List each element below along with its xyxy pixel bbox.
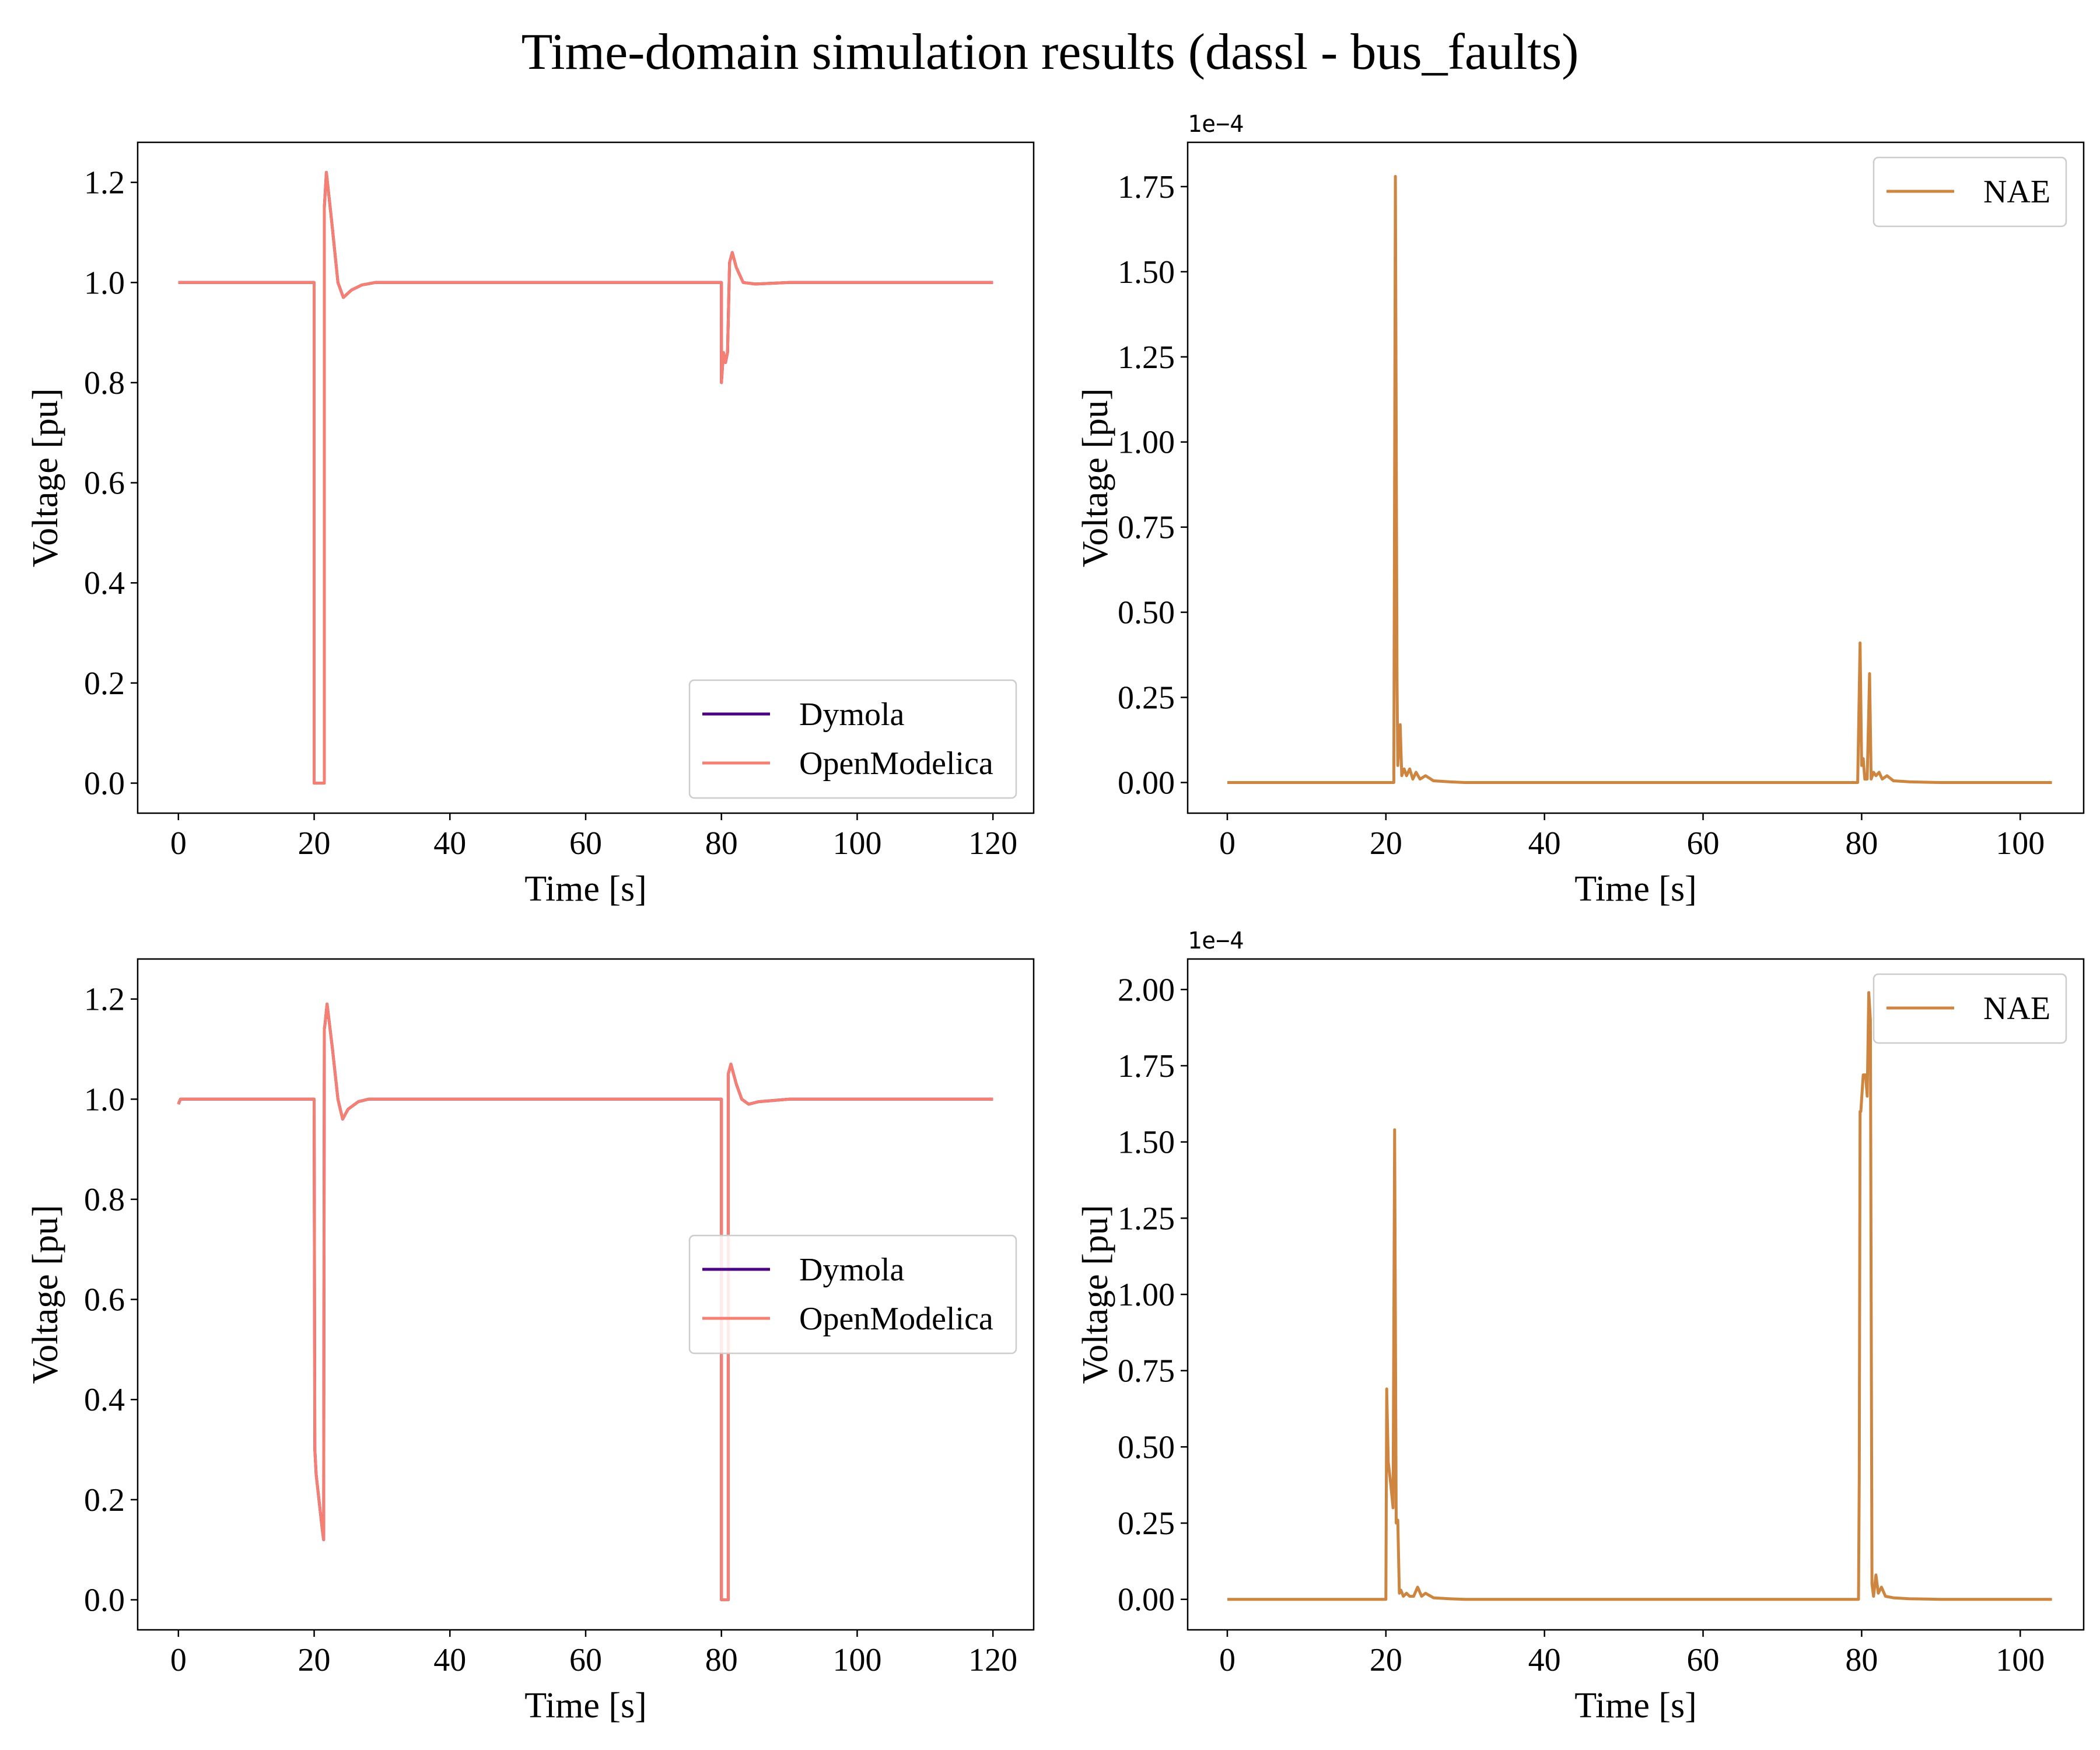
figure-title: Time-domain simulation results (dassl - … — [522, 24, 1579, 80]
axes-frame — [136, 141, 1035, 814]
y-offset-text: 1e−4 — [1188, 928, 1244, 954]
legend-box — [688, 679, 1017, 799]
y-tick-label: 0.6 — [84, 1282, 125, 1318]
y-tick-label: 1.75 — [1118, 169, 1175, 205]
y-tick-label: 1.25 — [1118, 1200, 1175, 1237]
legend-label-dymola: Dymola — [799, 1252, 905, 1288]
legend: NAE — [1873, 156, 2067, 228]
x-tick-label: 0 — [1219, 1642, 1236, 1678]
x-tick-label: 100 — [832, 825, 881, 862]
series-line-nae — [1227, 174, 2052, 784]
y-tick-label: 0.4 — [84, 565, 125, 601]
x-tick-label: 0 — [1219, 825, 1236, 862]
x-tick-label: 20 — [1370, 1642, 1402, 1678]
y-tick-label: 1.00 — [1118, 1277, 1175, 1313]
legend-label-dymola: Dymola — [799, 696, 905, 733]
y-tick-label: 1.2 — [84, 982, 125, 1018]
axes-frame — [1186, 958, 2085, 1631]
x-tick-label: 60 — [1687, 825, 1720, 862]
legend: NAE — [1873, 973, 2067, 1044]
x-tick-label: 80 — [705, 1642, 738, 1678]
x-tick-label: 40 — [1528, 1642, 1561, 1678]
y-tick-label: 0.8 — [84, 1182, 125, 1218]
x-tick-label: 100 — [1996, 1642, 2045, 1678]
series-line-nae — [1227, 991, 2052, 1601]
x-tick-label: 0 — [170, 1642, 187, 1678]
legend-box — [1873, 973, 2067, 1044]
x-tick-label: 80 — [1845, 825, 1878, 862]
y-tick-label: 1.0 — [84, 1082, 125, 1118]
y-tick-label: 0.6 — [84, 466, 125, 502]
y-tick-label: 0.75 — [1118, 510, 1175, 546]
legend: Dymola OpenModelica — [688, 1234, 1017, 1354]
subplot-3: 0 20 40 60 80 100 120 0.0 0.2 0.4 0.6 0.8 1.0 1.2 Time… — [26, 958, 1035, 1726]
x-axis-label: Time [s] — [524, 1686, 647, 1726]
y-tick-label: 2.00 — [1118, 972, 1175, 1008]
y-axis-label: Voltage [pu] — [1076, 388, 1115, 567]
x-tick-label: 40 — [433, 825, 466, 862]
x-tick-label: 40 — [433, 1642, 466, 1678]
y-axis-label: Voltage [pu] — [1076, 1205, 1115, 1384]
series-line-openmodelica — [177, 1002, 993, 1601]
x-tick-label: 40 — [1528, 825, 1561, 862]
y-tick-label: 1.00 — [1118, 425, 1175, 461]
y-tick-label: 1.50 — [1118, 254, 1175, 290]
y-axis-label: Voltage [pu] — [26, 388, 65, 567]
y-tick-label: 1.25 — [1118, 340, 1175, 376]
y-tick-label: 0.00 — [1118, 1582, 1175, 1618]
x-tick-label: 100 — [1996, 825, 2045, 862]
subplot-1: 0 20 40 60 80 100 120 0.0 0.2 0.4 0.6 0.8 1.0 1.2 Time… — [26, 141, 1035, 909]
legend-label-openmodelica: OpenModelica — [799, 1301, 993, 1337]
x-tick-label: 60 — [569, 1642, 602, 1678]
series-line-openmodelica — [178, 171, 993, 785]
x-axis-label: Time [s] — [524, 869, 647, 909]
x-tick-label: 80 — [705, 825, 738, 862]
x-axis-label: Time [s] — [1574, 869, 1697, 909]
y-offset-text: 1e−4 — [1188, 111, 1244, 138]
x-tick-label: 20 — [298, 1642, 331, 1678]
y-tick-label: 0.25 — [1118, 680, 1175, 716]
y-tick-label: 1.50 — [1118, 1125, 1175, 1161]
x-axis-label: Time [s] — [1574, 1686, 1697, 1726]
y-tick-label: 0.50 — [1118, 595, 1175, 631]
y-tick-label: 0.50 — [1118, 1429, 1175, 1465]
y-tick-label: 0.0 — [84, 766, 125, 802]
legend-box — [1873, 156, 2067, 228]
legend-label-nae: NAE — [1983, 991, 2050, 1027]
x-tick-label: 100 — [832, 1642, 881, 1678]
x-tick-label: 60 — [569, 825, 602, 862]
legend-label-openmodelica: OpenModelica — [799, 746, 993, 782]
y-tick-label: 1.75 — [1118, 1048, 1175, 1084]
y-tick-label: 0.0 — [84, 1583, 125, 1619]
x-tick-label: 20 — [298, 825, 331, 862]
x-tick-label: 120 — [968, 825, 1017, 862]
x-tick-label: 60 — [1687, 1642, 1720, 1678]
legend-box — [688, 1234, 1017, 1354]
axes-frame — [136, 958, 1035, 1631]
y-tick-label: 1.0 — [84, 265, 125, 301]
y-tick-label: 0.75 — [1118, 1353, 1175, 1390]
y-tick-label: 0.00 — [1118, 765, 1175, 801]
axes-frame — [1186, 141, 2085, 814]
y-axis-label: Voltage [pu] — [26, 1205, 65, 1384]
y-tick-label: 0.25 — [1118, 1506, 1175, 1542]
subplots: 0 20 40 60 80 100 120 0.0 0.2 0.4 0.6 0.8 1.0 1.2 Time… — [26, 111, 2085, 1726]
y-tick-label: 0.4 — [84, 1382, 125, 1418]
x-tick-label: 20 — [1370, 825, 1402, 862]
legend: Dymola OpenModelica — [688, 679, 1017, 799]
subplot-4: 0 20 40 60 80 100 0.00 0.25 0.50 0.75 1.00 1.25 1.50… — [1076, 928, 2085, 1726]
subplot-2: 0 20 40 60 80 100 0.00 0.25 0.50 0.75 1.00 1.25 1.50… — [1076, 111, 2085, 909]
y-tick-label: 1.2 — [84, 165, 125, 201]
y-tick-label: 0.2 — [84, 666, 125, 702]
legend-label-nae: NAE — [1983, 174, 2050, 210]
x-tick-label: 120 — [968, 1642, 1017, 1678]
x-tick-label: 80 — [1845, 1642, 1878, 1678]
x-tick-label: 0 — [170, 825, 187, 862]
y-tick-label: 0.8 — [84, 365, 125, 401]
y-tick-label: 0.2 — [84, 1482, 125, 1518]
